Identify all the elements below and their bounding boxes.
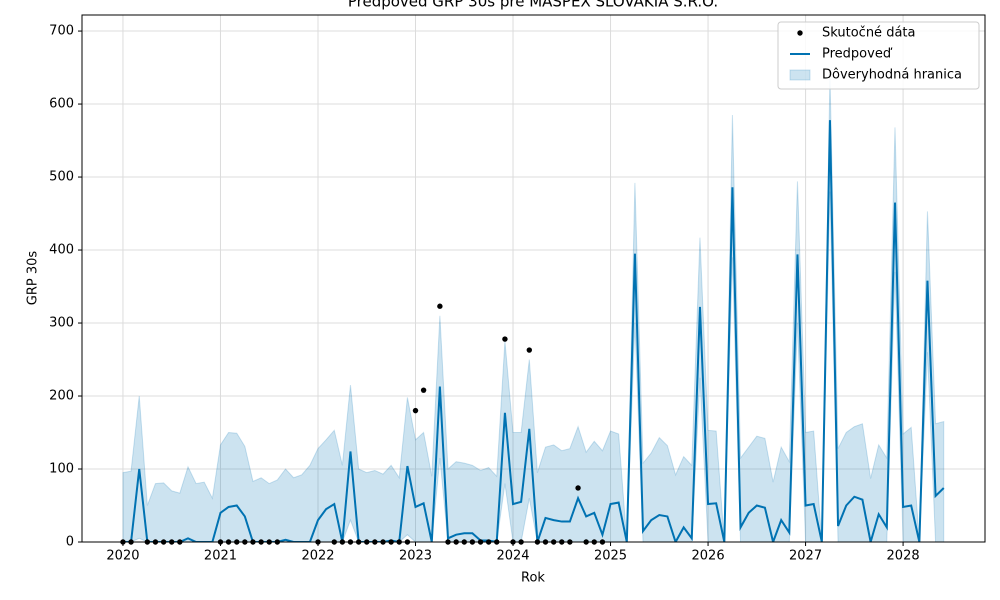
x-tick-label: 2021 [204, 549, 237, 564]
x-tick-label: 2020 [106, 549, 139, 564]
y-axis-label: GRP 30s [26, 251, 41, 306]
y-tick-label: 700 [49, 24, 74, 39]
x-tick-label: 2023 [399, 549, 432, 564]
y-tick-label: 500 [49, 170, 74, 185]
data-point [575, 485, 581, 491]
legend-label: Skutočné dáta [822, 26, 915, 41]
forecast-line [122, 120, 945, 542]
data-point [412, 407, 419, 414]
legend-label: Predpoveď [822, 47, 893, 62]
plot-area [122, 74, 945, 542]
x-tick-label: 2022 [301, 549, 334, 564]
plot-frame [81, 14, 986, 543]
y-tick-label: 200 [49, 389, 74, 404]
x-tick-label: 2027 [789, 549, 822, 564]
legend-box [777, 21, 980, 90]
legend-label: Dôveryhodná hranica [822, 68, 962, 83]
y-tick-label: 600 [49, 97, 74, 112]
y-tick-label: 100 [49, 462, 74, 477]
data-point [526, 347, 533, 353]
y-tick-label: 300 [49, 316, 74, 331]
x-tick-label: 2024 [496, 549, 529, 564]
data-point [437, 303, 443, 309]
x-axis-label: Rok [521, 571, 545, 586]
legend-marker [797, 30, 803, 36]
y-tick-label: 0 [66, 535, 74, 550]
x-tick-label: 2026 [692, 549, 725, 564]
chart-title: Predpoveď GRP 30s pre MASPEX SLOVAKIA S.… [348, 0, 718, 11]
legend-marker [789, 69, 811, 81]
data-point [420, 387, 427, 393]
x-tick-label: 2028 [887, 549, 920, 564]
x-tick-label: 2025 [594, 549, 627, 564]
data-point [502, 336, 508, 342]
y-tick-label: 400 [49, 243, 74, 258]
